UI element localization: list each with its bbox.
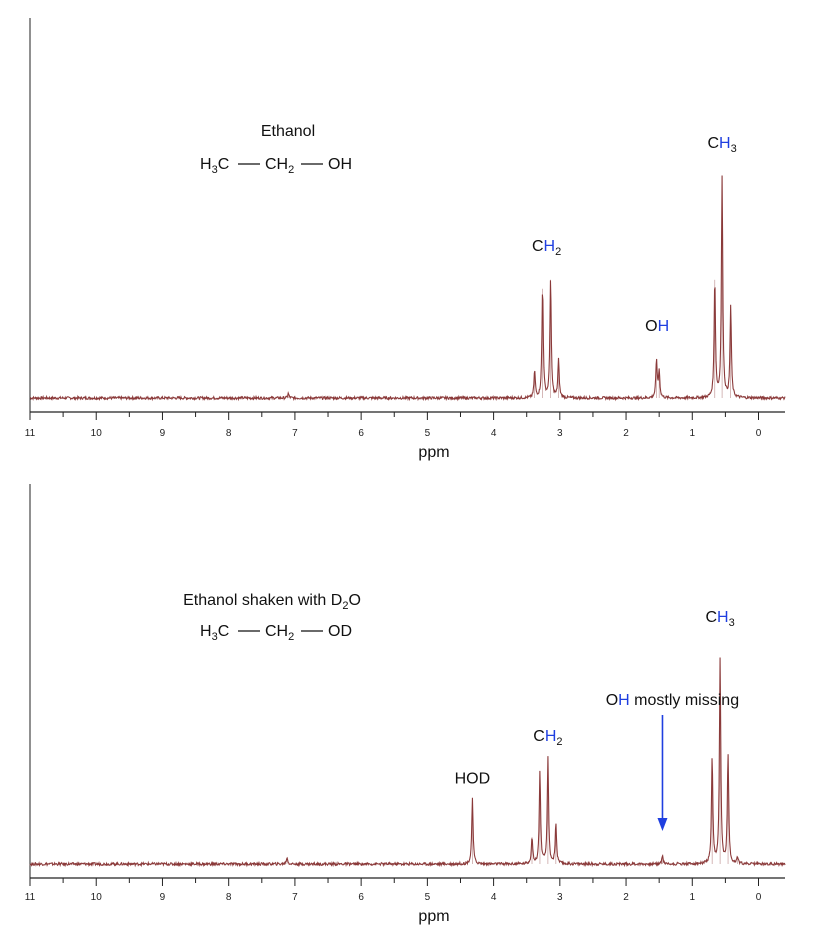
x-tick-label: 7 — [292, 428, 298, 439]
structural-formula-part: OD — [328, 623, 352, 640]
x-tick-label: 2 — [623, 892, 629, 903]
x-tick-label: 4 — [491, 892, 497, 903]
x-tick-label: 6 — [358, 428, 364, 439]
x-tick-label: 8 — [226, 428, 232, 439]
spectrum-trace — [29, 175, 786, 402]
x-tick-label: 6 — [358, 892, 364, 903]
x-tick-label: 0 — [756, 428, 762, 439]
x-tick-label: 10 — [91, 892, 103, 903]
peak-label: CH3 — [707, 135, 736, 155]
x-tick-label: 1 — [689, 892, 695, 903]
x-tick-label: 1 — [689, 428, 695, 439]
compound-name: Ethanol shaken with D2O — [183, 592, 361, 612]
structural-formula-part: OH — [328, 156, 352, 173]
x-tick-label: 9 — [160, 892, 166, 903]
peak-label: CH2 — [533, 728, 562, 748]
structural-formula-part: CH2 — [265, 156, 294, 176]
compound-name: Ethanol — [261, 123, 315, 140]
structural-formula-part: CH2 — [265, 623, 294, 643]
x-tick-label: 5 — [425, 892, 431, 903]
x-tick-label: 9 — [160, 428, 166, 439]
x-axis-label: ppm — [418, 908, 449, 925]
x-tick-label: 4 — [491, 428, 497, 439]
x-tick-label: 2 — [623, 428, 629, 439]
peak-label: HOD — [455, 770, 491, 787]
peak-label: CH2 — [532, 238, 561, 258]
x-tick-label: 3 — [557, 428, 563, 439]
callout-arrow-head — [657, 818, 668, 831]
peak-label: CH3 — [705, 609, 734, 629]
structural-formula: H3C — [200, 623, 229, 643]
x-axis-label: ppm — [418, 444, 449, 461]
x-tick-label: 3 — [557, 892, 563, 903]
x-tick-label: 11 — [25, 892, 36, 903]
spectrum-trace — [29, 657, 786, 868]
x-tick-label: 8 — [226, 892, 232, 903]
x-tick-label: 5 — [425, 428, 431, 439]
structural-formula: H3C — [200, 156, 229, 176]
x-tick-label: 10 — [91, 428, 103, 439]
peak-label: OH — [645, 318, 669, 335]
callout-label: OH mostly missing — [606, 692, 739, 709]
x-tick-label: 0 — [756, 892, 762, 903]
x-tick-label: 7 — [292, 892, 298, 903]
x-tick-label: 11 — [25, 428, 36, 439]
